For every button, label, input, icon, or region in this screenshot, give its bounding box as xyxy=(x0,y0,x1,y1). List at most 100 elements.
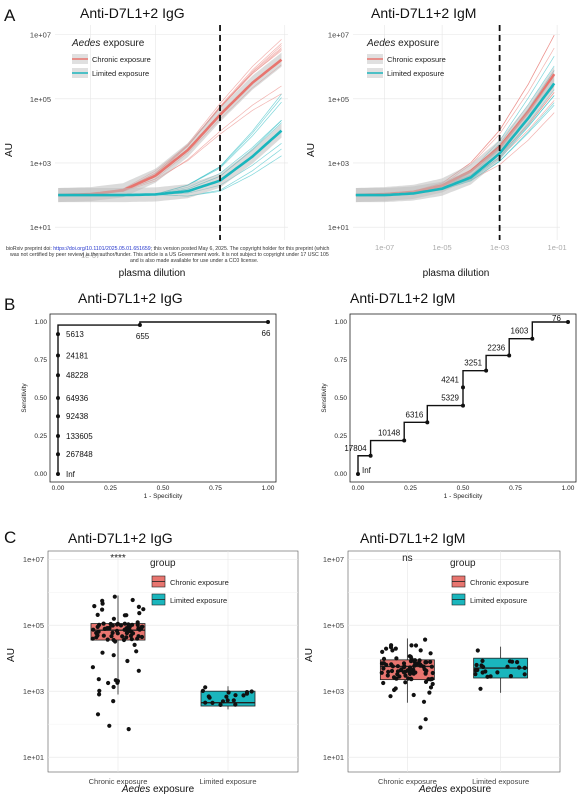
data-point xyxy=(475,648,480,653)
ytick-label: 1.00 xyxy=(334,319,347,326)
data-point xyxy=(141,607,146,612)
data-point xyxy=(126,727,131,732)
data-point xyxy=(241,693,246,698)
data-point xyxy=(95,712,101,717)
ytick-label: 0.00 xyxy=(34,471,47,478)
data-point xyxy=(100,598,105,604)
roc-threshold-label: Inf xyxy=(362,466,372,475)
ytick-label: 1e+05 xyxy=(23,621,44,630)
data-point xyxy=(122,613,127,618)
xtick-label: Limited exposure xyxy=(472,777,529,786)
data-point xyxy=(101,621,106,626)
ytick-label: 0.25 xyxy=(334,433,347,440)
xtick-label: 1.00 xyxy=(562,485,575,492)
data-point xyxy=(522,672,527,677)
xlabel-c-igg: Aedes exposure xyxy=(121,784,195,795)
preprint-doi-link[interactable]: https://doi.org/10.1101/2025.05.01.65165… xyxy=(53,246,151,252)
data-point xyxy=(124,635,129,640)
ytick-label: 0.25 xyxy=(34,433,47,440)
data-point xyxy=(91,627,96,632)
roc-threshold-label: 5613 xyxy=(66,330,84,339)
data-point xyxy=(418,648,423,653)
data-point xyxy=(390,648,395,653)
xtick-label: Chronic exposure xyxy=(89,777,148,786)
roc-point xyxy=(402,438,407,443)
data-point xyxy=(233,693,238,698)
data-point xyxy=(389,668,395,674)
data-point xyxy=(381,656,387,662)
roc-point xyxy=(425,420,430,425)
data-point xyxy=(384,662,389,667)
data-point xyxy=(115,622,120,627)
ytick-label: 1e+07 xyxy=(328,31,349,40)
roc-threshold-label: 267848 xyxy=(66,450,93,459)
plot-c-igg: 1e+07 1e+05 1e+03 1e+01 Chronic exposure Limi… xyxy=(23,550,299,786)
data-point xyxy=(402,665,407,670)
data-point xyxy=(479,663,484,668)
xlabel: 1 - Specificity xyxy=(444,493,483,500)
data-point xyxy=(403,673,408,678)
data-point xyxy=(411,692,416,698)
roc-point xyxy=(507,353,512,358)
legend-limited-c-igg: Limited exposure xyxy=(170,596,227,605)
ylabel-a-igm: AU xyxy=(306,143,317,157)
data-point xyxy=(428,685,434,690)
legend-limited-a-igg: Limited exposure xyxy=(92,69,149,78)
data-point xyxy=(478,686,483,691)
data-point xyxy=(97,692,102,697)
ytick-label: 1e+03 xyxy=(328,159,349,168)
data-point xyxy=(422,667,427,672)
data-point xyxy=(505,664,510,669)
ytick-label: 0.75 xyxy=(34,357,47,364)
roc-point xyxy=(368,453,373,458)
legend-chronic-a-igg: Chronic exposure xyxy=(92,55,151,64)
data-point xyxy=(388,694,393,699)
data-point xyxy=(244,691,250,696)
data-point xyxy=(115,631,120,636)
roc-threshold-label: 76 xyxy=(552,314,561,323)
data-point xyxy=(412,658,418,663)
data-point xyxy=(401,661,407,666)
data-point xyxy=(218,702,223,708)
data-point xyxy=(413,670,418,675)
roc-point xyxy=(56,472,60,476)
ylabel-a-igg: AU xyxy=(4,143,15,157)
confidence-ribbon xyxy=(58,123,282,203)
panel-letter-b: B xyxy=(4,295,15,314)
data-point xyxy=(397,674,402,679)
ytick-label: 1e+03 xyxy=(323,687,344,696)
data-point xyxy=(423,679,429,685)
data-point xyxy=(111,699,116,704)
roc-threshold-label: Inf xyxy=(66,470,76,479)
roc-threshold-label: 66 xyxy=(262,329,271,338)
data-point xyxy=(517,665,522,670)
legend-title-c-igm: group xyxy=(450,558,476,569)
roc-threshold-label: 2236 xyxy=(487,343,505,352)
data-point xyxy=(408,659,414,664)
data-point xyxy=(102,626,107,632)
title-b-igm: Anti-D7L1+2 IgM xyxy=(350,290,455,306)
roc-point xyxy=(56,332,60,337)
individual-curve xyxy=(58,45,282,196)
ytick-label: 0.75 xyxy=(334,357,347,364)
xlabel-a-igm: plasma dilution xyxy=(423,268,490,279)
data-point xyxy=(111,616,116,621)
data-point xyxy=(495,670,500,675)
data-point xyxy=(136,604,141,610)
data-point xyxy=(135,620,140,625)
xlabel-c-igm: Aedes exposure xyxy=(418,784,492,795)
data-point xyxy=(100,607,105,612)
xlabel-a-igg: plasma dilution xyxy=(119,268,186,279)
roc-point xyxy=(137,323,142,328)
data-point xyxy=(522,665,527,671)
legend-limited-c-igm: Limited exposure xyxy=(470,596,527,605)
xtick-label: Chronic exposure xyxy=(378,777,437,786)
data-point xyxy=(122,621,127,626)
title-b-igg: Anti-D7L1+2 IgG xyxy=(78,290,183,306)
data-point xyxy=(423,717,428,722)
roc-threshold-label: 24181 xyxy=(66,351,89,360)
individual-curve xyxy=(58,97,282,196)
ylabel: Sensitivity xyxy=(321,383,328,413)
roc-point xyxy=(566,320,570,324)
